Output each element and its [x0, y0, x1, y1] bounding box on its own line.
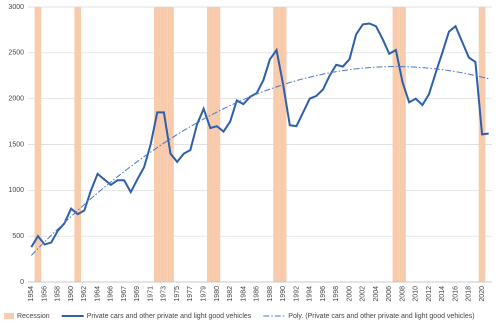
- y-tick-label: 2000: [8, 96, 24, 103]
- x-tick-label: 1962: [81, 286, 88, 302]
- data-line: [30, 22, 489, 248]
- recession-bar: [213, 7, 221, 282]
- x-tick-label: 1967: [121, 286, 128, 302]
- recession-bar: [167, 7, 174, 282]
- recession-bar: [34, 7, 42, 282]
- recession-bar: [273, 7, 280, 282]
- x-tick-label: 1956: [41, 286, 48, 302]
- x-tick-label: 1971: [147, 286, 154, 302]
- recession-bar: [279, 7, 287, 282]
- x-tick-label: 1954: [28, 286, 35, 302]
- legend-label: Private cars and other private and light…: [87, 313, 252, 320]
- x-tick-label: 1986: [254, 286, 261, 302]
- trend-line: [30, 66, 489, 256]
- x-tick-label: 2002: [360, 286, 367, 302]
- x-tick-label: 1998: [333, 286, 340, 302]
- x-tick-label: 2010: [413, 286, 420, 302]
- recession-bar: [206, 7, 214, 282]
- x-tick-label: 1979: [201, 286, 208, 302]
- x-tick-label: 1969: [134, 286, 141, 302]
- recession-bar: [74, 7, 82, 282]
- legend-swatch: [4, 313, 14, 319]
- x-tick-label: 2016: [452, 286, 459, 302]
- y-tick-label: 0: [20, 279, 24, 286]
- legend-label: Poly. (Private cars and other private an…: [288, 313, 474, 320]
- recession-bar: [392, 7, 400, 282]
- x-tick-label: 1975: [174, 286, 181, 302]
- y-tick-label: 2500: [8, 50, 24, 57]
- x-tick-label: 1992: [293, 286, 300, 302]
- y-tick-label: 1500: [8, 141, 24, 148]
- x-tick-label: 2004: [373, 286, 380, 302]
- x-tick-label: 2018: [466, 286, 473, 302]
- x-tick-label: 1996: [320, 286, 327, 302]
- recession-bar: [160, 7, 168, 282]
- x-tick-label: 1982: [227, 286, 234, 302]
- x-tick-label: 1973: [161, 286, 168, 302]
- y-tick-label: 500: [12, 233, 24, 240]
- x-tick-label: 1958: [55, 286, 62, 302]
- x-tick-label: 2020: [479, 286, 486, 302]
- x-tick-label: 1964: [94, 286, 101, 302]
- x-tick-label: 2006: [386, 286, 393, 302]
- x-tick-label: 1980: [214, 286, 221, 302]
- recession-bar: [153, 7, 161, 282]
- y-tick-label: 3000: [8, 4, 24, 11]
- x-tick-label: 1977: [187, 286, 194, 302]
- recession-bar: [478, 7, 486, 282]
- x-tick-label: 1984: [240, 286, 247, 302]
- x-tick-label: 1988: [267, 286, 274, 302]
- x-tick-label: 1960: [68, 286, 75, 302]
- x-tick-label: 1990: [280, 286, 287, 302]
- recession-bar: [399, 7, 406, 282]
- x-tick-label: 2012: [426, 286, 433, 302]
- y-tick-label: 1000: [8, 187, 24, 194]
- x-tick-label: 2014: [439, 286, 446, 302]
- x-tick-label: 2000: [346, 286, 353, 302]
- legend-label: Recession: [17, 313, 50, 320]
- x-tick-label: 1994: [307, 286, 314, 302]
- x-tick-label: 1966: [108, 286, 115, 302]
- x-tick-label: 2008: [399, 286, 406, 302]
